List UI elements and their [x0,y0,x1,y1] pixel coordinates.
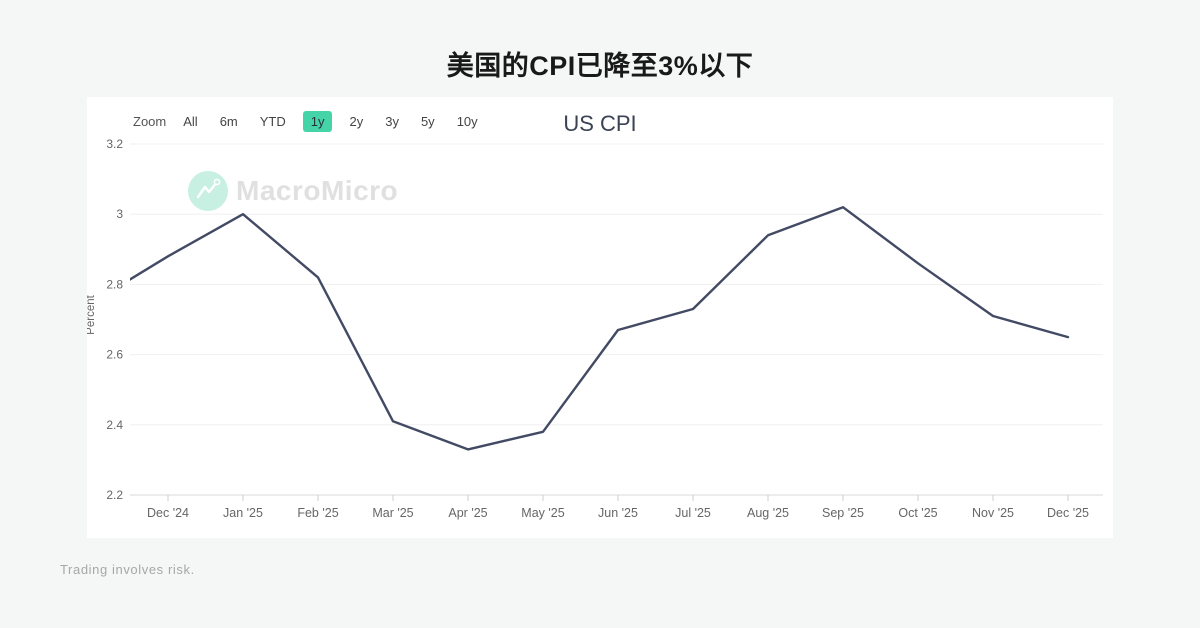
macromicro-wordmark: MacroMicro [236,175,398,206]
x-axis-tick-label: Apr '25 [448,506,487,520]
y-axis-tick-label: 3.2 [106,137,123,151]
y-axis-tick-label: 2.6 [106,348,123,362]
x-axis-tick-label: Jul '25 [675,506,711,520]
page-title: 美国的CPI已降至3%以下 [446,51,754,81]
y-axis-tick-label: 2.4 [106,418,123,432]
zoom-toolbar: Zoom All 6m YTD 1y 2y 3y 5y 10y [133,110,483,132]
disclaimer-text: Trading involves risk. [60,562,195,577]
range-button-1y[interactable]: 1y [302,110,333,132]
chart-plot-area[interactable]: 3.2 3 2.8 2.6 2.4 2.2 Percent MacroMicro Dec '24… [87,97,1113,538]
y-axis-tick-label: 2.8 [106,277,123,291]
chart-card: Zoom All 6m YTD 1y 2y 3y 5y 10y US CPI 3.2 3 2.8 2… [87,97,1113,538]
x-axis-tick-label: Nov '25 [972,506,1014,520]
macromicro-logo-zigzag [196,180,219,199]
series-line-us-cpi [130,205,1070,451]
x-axis-tick-label: Jun '25 [598,506,638,520]
y-axis-tick-label: 3 [116,207,123,221]
range-button-ytd[interactable]: YTD [255,112,291,131]
x-axis-tick-label: Aug '25 [747,506,789,520]
x-axis-tick-label: May '25 [521,506,564,520]
x-axis-tick-label: Sep '25 [822,506,864,520]
y-axis-title: Percent [87,294,97,334]
x-axis-tick-label: Jan '25 [223,506,263,520]
macromicro-logo-peak-dot [213,178,221,186]
range-button-6m[interactable]: 6m [215,112,243,131]
x-axis-tick-label: Dec '25 [1047,506,1089,520]
x-axis-tick-label: Oct '25 [898,506,937,520]
chart-title: US CPI [563,111,637,136]
x-axis-tick-label: Feb '25 [297,506,338,520]
zoom-range-buttons: All 6m YTD 1y 2y 3y 5y 10y [178,110,483,132]
range-button-2y[interactable]: 2y [344,112,368,131]
x-axis-tick-label: Mar '25 [372,506,413,520]
range-button-10y[interactable]: 10y [452,112,483,131]
y-axis-tick-label: 2.2 [106,488,123,502]
range-button-all[interactable]: All [178,112,202,131]
range-button-5y[interactable]: 5y [416,112,440,131]
x-axis-tick-label: Dec '24 [147,506,189,520]
range-button-3y[interactable]: 3y [380,112,404,131]
zoom-toolbar-label: Zoom [133,113,167,129]
